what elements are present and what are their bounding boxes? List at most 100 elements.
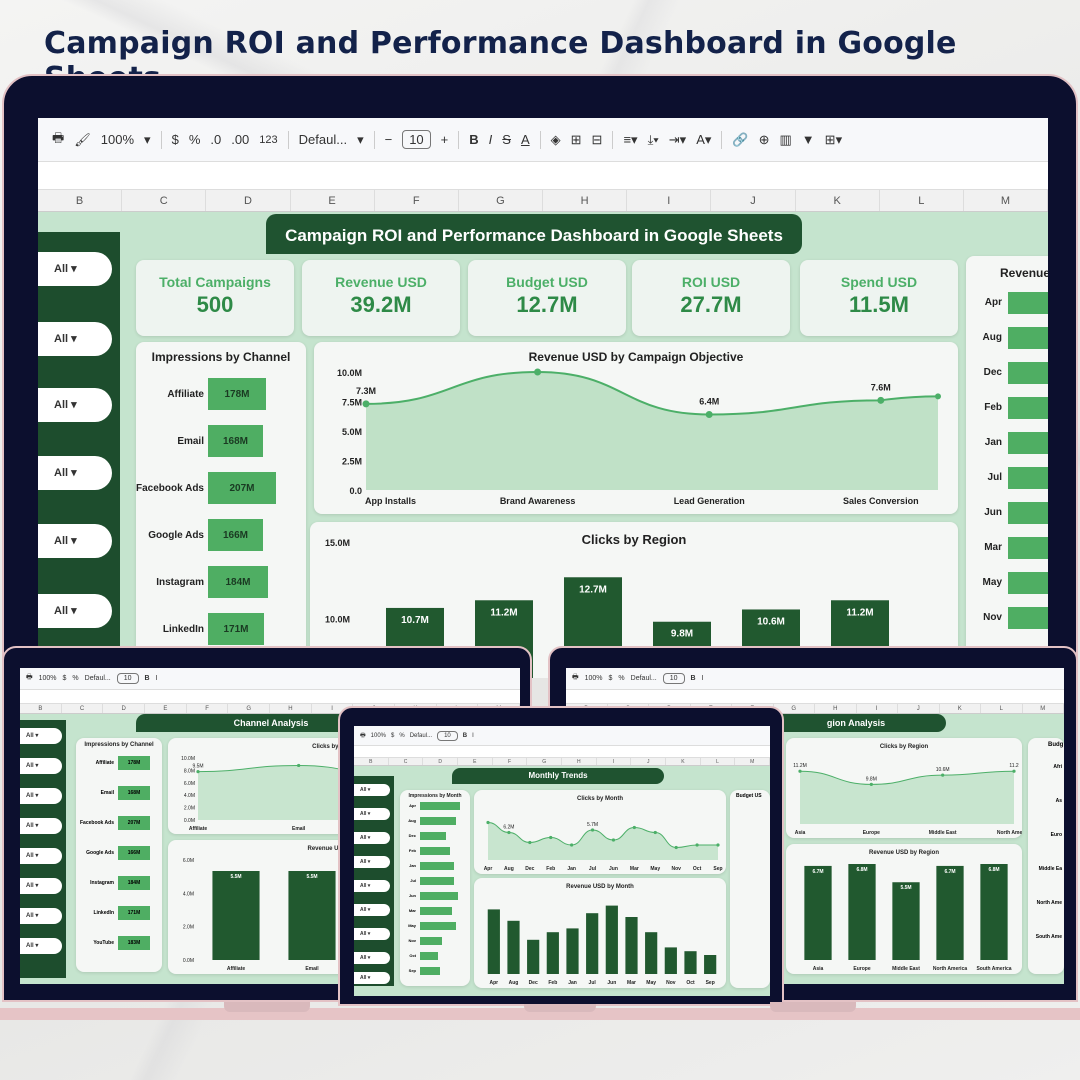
column-header[interactable]: F [187,704,229,713]
increase-decimal-button[interactable]: .00 [231,132,250,147]
fill-color-icon[interactable]: ◈ [550,131,561,147]
column-header[interactable]: K [796,190,880,211]
font-select[interactable]: Defaul... [409,732,433,739]
filter-dropdown[interactable]: All ▾ [354,856,390,868]
bold-button[interactable]: B [469,132,479,147]
chart-icon[interactable]: ▥ [779,131,792,147]
column-header[interactable]: K [666,758,701,765]
filter-dropdown[interactable]: All ▾ [20,728,62,744]
column-header[interactable]: H [543,190,628,211]
font-size-increase-button[interactable]: + [440,132,449,147]
column-header[interactable]: F [493,758,528,765]
column-header[interactable]: G [459,190,544,211]
filter-dropdown[interactable]: All ▾ [20,908,62,924]
column-header[interactable]: G [527,758,563,765]
filter-dropdown[interactable]: All ▾ [354,904,390,916]
print-icon[interactable]: 🖶 [52,129,65,145]
column-header[interactable]: I [857,704,898,713]
filter-dropdown[interactable]: All ▾ [354,880,390,892]
filter-dropdown[interactable]: All ▾ [38,388,112,422]
column-header[interactable]: G [774,704,815,713]
decrease-decimal-button[interactable]: .0 [210,132,222,147]
column-header[interactable]: H [562,758,597,765]
percent-format-button[interactable]: % [618,675,625,682]
column-header[interactable]: D [206,190,291,211]
font-size-input[interactable]: 10 [116,673,139,684]
filter-dropdown[interactable]: All ▾ [354,928,390,940]
filter-dropdown[interactable]: All ▾ [38,322,112,356]
currency-format-button[interactable]: $ [608,675,613,682]
filter-dropdown[interactable]: All ▾ [20,878,62,894]
bold-button[interactable]: B [690,675,696,682]
font-select[interactable]: Defaul... [630,675,657,682]
column-header[interactable]: I [627,190,712,211]
filter-icon[interactable]: ▼ [801,132,815,147]
italic-button[interactable]: I [488,132,493,147]
font-size-input[interactable]: 10 [402,130,431,149]
currency-format-button[interactable]: $ [62,675,67,682]
column-header[interactable]: D [423,758,459,765]
bold-button[interactable]: B [462,732,468,739]
percent-format-button[interactable]: % [399,732,405,739]
filter-dropdown[interactable]: All ▾ [354,808,390,820]
filter-dropdown[interactable]: All ▾ [354,972,390,984]
column-header[interactable]: L [880,190,964,211]
comment-icon[interactable]: ⊕ [758,131,770,147]
column-header[interactable]: J [898,704,940,713]
italic-button[interactable]: I [472,732,474,739]
more-formats-button[interactable]: 123 [259,133,278,146]
column-header[interactable]: C [122,190,207,211]
print-icon[interactable]: 🖶 [26,674,33,681]
zoom-select[interactable]: 100% [370,732,387,739]
column-header[interactable]: E [291,190,375,211]
italic-button[interactable]: I [701,675,704,682]
column-header[interactable]: M [1023,704,1064,713]
column-header[interactable]: G [228,704,271,713]
font-size-input[interactable]: 10 [437,730,458,741]
borders-icon[interactable]: ⊞ [570,131,582,147]
column-header[interactable]: J [631,758,667,765]
currency-format-button[interactable]: $ [391,732,395,739]
filter-dropdown[interactable]: All ▾ [20,758,62,774]
bold-button[interactable]: B [144,675,150,682]
column-header[interactable]: I [597,758,632,765]
percent-format-button[interactable]: % [188,132,201,147]
column-header[interactable]: F [375,190,459,211]
merge-cells-icon[interactable]: ⊟ [591,131,603,147]
italic-button[interactable]: I [155,675,158,682]
zoom-select[interactable]: 100% [100,132,135,147]
column-header[interactable]: L [981,704,1023,713]
formula-bar[interactable] [38,162,1048,190]
column-header[interactable]: C [389,758,424,765]
strikethrough-button[interactable]: S [502,132,511,147]
column-header[interactable]: K [940,704,981,713]
column-header[interactable]: M [964,190,1048,211]
column-header[interactable]: H [815,704,857,713]
paint-format-icon[interactable]: 🖌 [74,131,91,147]
filter-dropdown[interactable]: All ▾ [354,952,390,964]
formula-bar[interactable] [20,690,520,704]
column-header[interactable]: H [270,704,312,713]
font-size-decrease-button[interactable]: − [384,132,393,147]
text-wrap-icon[interactable]: ⇥▾ [668,131,687,147]
formula-bar[interactable] [354,746,770,758]
column-header[interactable]: E [145,704,187,713]
vertical-align-icon[interactable]: ⤓▾ [647,131,659,147]
formula-bar[interactable] [566,690,1064,704]
table-view-icon[interactable]: ⊞▾ [824,131,843,147]
font-select[interactable]: Defaul... [84,675,111,682]
column-header[interactable]: B [20,704,62,713]
column-header[interactable]: M [735,758,770,765]
print-icon[interactable]: 🖶 [572,674,579,681]
print-icon[interactable]: 🖶 [360,732,366,739]
percent-format-button[interactable]: % [72,675,79,682]
filter-dropdown[interactable]: All ▾ [38,252,112,286]
font-size-input[interactable]: 10 [662,673,685,684]
filter-dropdown[interactable]: All ▾ [20,788,62,804]
font-select[interactable]: Defaul... [298,132,348,147]
filter-dropdown[interactable]: All ▾ [38,456,112,490]
filter-dropdown[interactable]: All ▾ [20,938,62,954]
column-header[interactable]: L [701,758,736,765]
currency-format-button[interactable]: $ [171,132,179,147]
column-header[interactable]: B [38,190,123,211]
